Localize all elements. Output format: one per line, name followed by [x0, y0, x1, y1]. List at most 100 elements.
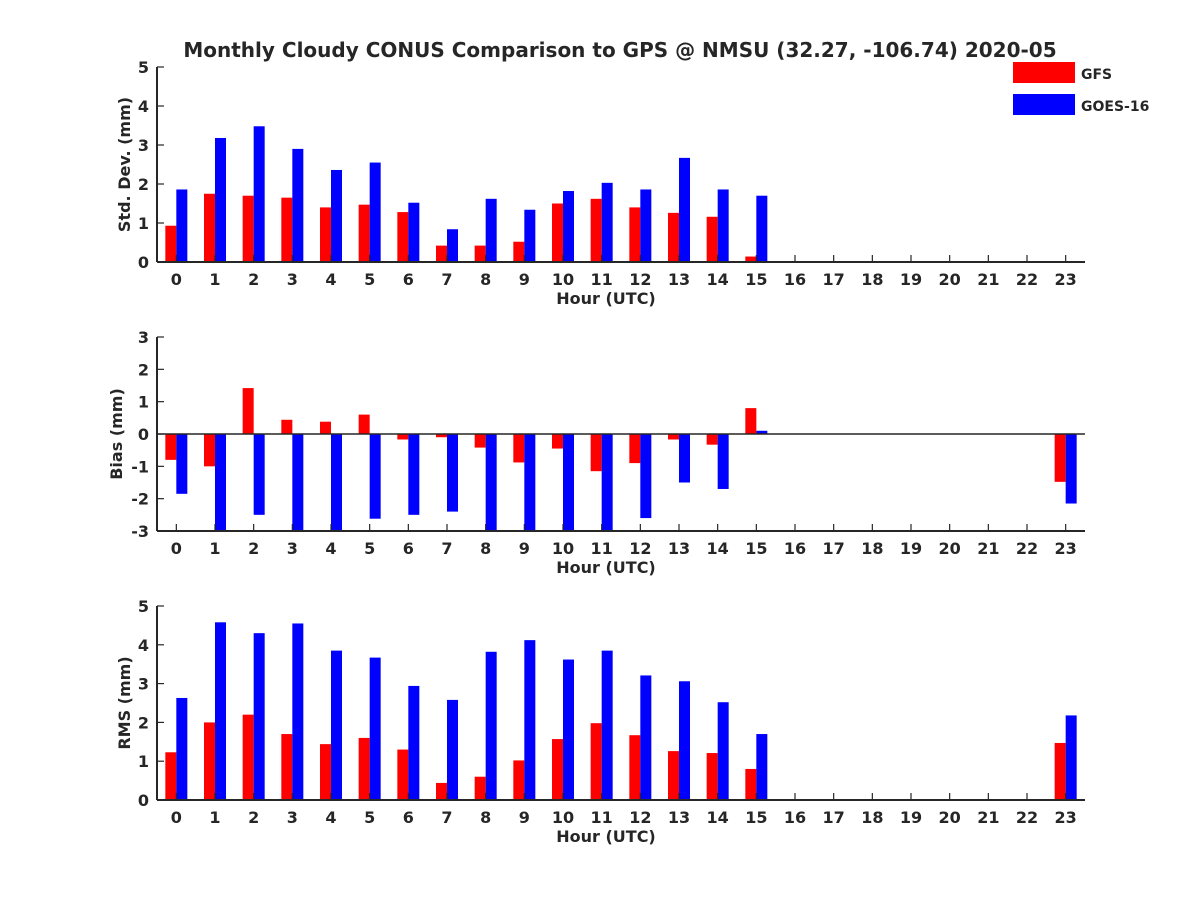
x-tick-label: 0: [171, 270, 182, 289]
x-tick-label: 23: [1055, 539, 1077, 558]
bar-goes16-hour-6: [408, 434, 420, 515]
x-tick-label: 9: [519, 270, 530, 289]
bar-gfs-hour-9: [513, 434, 525, 463]
chart-title: Monthly Cloudy CONUS Comparison to GPS @…: [183, 38, 1056, 62]
bar-gfs-hour-23: [1054, 434, 1066, 482]
bar-gfs-hour-23: [1054, 742, 1066, 800]
bar-gfs-hour-2: [242, 388, 254, 434]
x-tick-label: 8: [480, 270, 491, 289]
bar-goes16-hour-9: [524, 209, 536, 262]
bar-goes16-hour-8: [485, 434, 497, 531]
x-tick-label: 10: [552, 270, 574, 289]
bar-gfs-hour-6: [397, 434, 409, 440]
bar-gfs-hour-5: [358, 414, 370, 434]
bar-goes16-hour-11: [601, 650, 613, 800]
bar-gfs-hour-15: [745, 408, 757, 434]
y-tick-label: 0: [138, 791, 149, 810]
bar-goes16-hour-5: [369, 434, 381, 519]
bar-gfs-hour-4: [320, 421, 331, 434]
x-tick-label: 21: [977, 808, 999, 827]
x-tick-label: 17: [823, 539, 845, 558]
bar-gfs-hour-10: [552, 739, 563, 800]
x-tick-label: 12: [629, 270, 651, 289]
x-tick-label: 20: [939, 539, 961, 558]
bar-gfs-hour-0: [165, 752, 177, 800]
bar-gfs-hour-11: [590, 723, 602, 800]
y-tick-label: 3: [138, 328, 149, 347]
bar-goes16-hour-14: [717, 434, 729, 489]
bar-gfs-hour-1: [204, 193, 215, 262]
bar-goes16-hour-3: [292, 148, 304, 262]
x-tick-label: 20: [939, 808, 961, 827]
y-tick-label: 3: [138, 675, 149, 694]
bar-gfs-hour-5: [358, 737, 370, 800]
x-tick-label: 1: [209, 539, 220, 558]
bar-gfs-hour-6: [397, 212, 409, 262]
x-tick-label: 8: [480, 539, 491, 558]
y-tick-label: 4: [138, 636, 149, 655]
y-axis-label: Std. Dev. (mm): [115, 97, 134, 232]
bar-goes16-hour-4: [331, 650, 342, 800]
bar-goes16-hour-7: [447, 699, 458, 800]
y-tick-label: 5: [138, 58, 149, 77]
bar-gfs-hour-14: [706, 753, 718, 800]
bar-gfs-hour-2: [242, 714, 254, 800]
x-tick-label: 15: [745, 808, 767, 827]
x-tick-label: 21: [977, 270, 999, 289]
bar-gfs-hour-5: [358, 204, 370, 262]
bar-goes16-hour-2: [253, 126, 265, 262]
bar-gfs-hour-10: [552, 434, 563, 449]
bar-goes16-hour-3: [292, 434, 304, 531]
bar-goes16-hour-7: [447, 229, 458, 262]
bar-gfs-hour-8: [474, 776, 486, 800]
bar-gfs-hour-15: [745, 256, 757, 262]
y-tick-label: 2: [138, 360, 149, 379]
x-tick-label: 18: [861, 808, 883, 827]
bar-goes16-hour-15: [756, 195, 768, 262]
x-tick-label: 12: [629, 808, 651, 827]
bar-gfs-hour-9: [513, 241, 525, 262]
bar-gfs-hour-1: [204, 722, 215, 800]
x-tick-label: 20: [939, 270, 961, 289]
bar-goes16-hour-12: [640, 189, 652, 262]
bar-goes16-hour-9: [524, 640, 536, 800]
x-tick-label: 19: [900, 808, 922, 827]
y-tick-label: 0: [138, 253, 149, 272]
x-tick-label: 17: [823, 270, 845, 289]
x-tick-label: 6: [403, 270, 414, 289]
x-axis-label: Hour (UTC): [556, 827, 656, 846]
x-tick-label: 9: [519, 808, 530, 827]
x-tick-label: 15: [745, 270, 767, 289]
bar-gfs-hour-2: [242, 195, 254, 262]
x-tick-label: 7: [441, 539, 452, 558]
x-tick-label: 3: [287, 270, 298, 289]
y-tick-label: -1: [131, 457, 149, 476]
bar-goes16-hour-6: [408, 685, 420, 800]
x-tick-label: 9: [519, 539, 530, 558]
bar-gfs-hour-11: [590, 198, 602, 262]
bar-goes16-hour-8: [485, 651, 497, 800]
bar-goes16-hour-13: [679, 157, 690, 262]
bar-goes16-hour-1: [215, 622, 226, 800]
x-tick-label: 0: [171, 808, 182, 827]
bar-gfs-hour-7: [436, 245, 447, 262]
bar-goes16-hour-10: [563, 659, 574, 800]
x-tick-label: 10: [552, 808, 574, 827]
bar-goes16-hour-1: [215, 137, 226, 262]
x-tick-label: 14: [707, 539, 729, 558]
x-tick-label: 18: [861, 539, 883, 558]
x-tick-label: 22: [1016, 808, 1038, 827]
x-tick-label: 5: [364, 808, 375, 827]
x-tick-label: 3: [287, 539, 298, 558]
y-tick-label: 5: [138, 597, 149, 616]
x-tick-label: 22: [1016, 539, 1038, 558]
bar-gfs-hour-3: [281, 734, 293, 800]
bar-goes16-hour-4: [331, 434, 342, 531]
bar-goes16-hour-8: [485, 198, 497, 262]
x-tick-label: 7: [441, 808, 452, 827]
bar-gfs-hour-11: [590, 434, 602, 472]
legend-swatch-gfs: [1013, 62, 1075, 83]
